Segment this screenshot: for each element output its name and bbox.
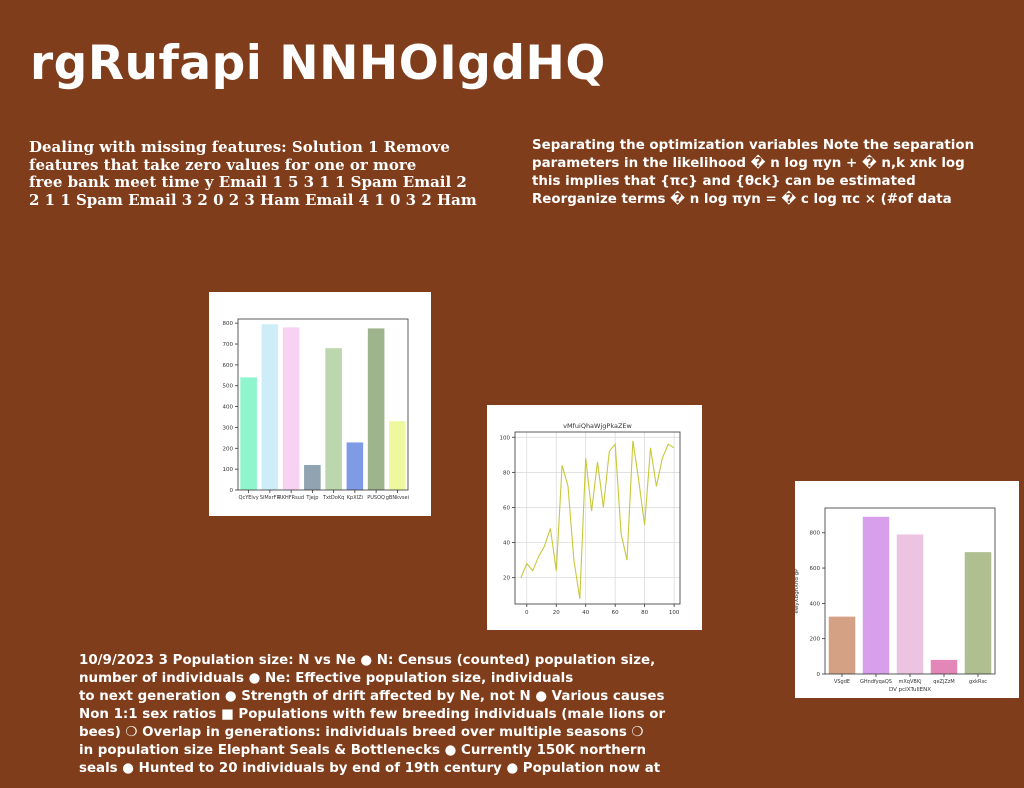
y-tick-label: 60: [503, 505, 510, 511]
slide-title: rgRufapi NNHOIgdHQ: [30, 36, 606, 91]
bar-chart-1-card: 0 100 200 300 400 500 600 700 800 QcYElvy SiMxrFR R…: [209, 292, 431, 516]
y-tick-label: 800: [810, 531, 821, 537]
x-tick-label: RKHFRsud: [278, 495, 304, 501]
plot-frame: [514, 431, 681, 605]
bar: [325, 348, 342, 490]
text-line: in population size Elephant Seals & Bott…: [79, 743, 647, 758]
text-line: seals ● Hunted to 20 individuals by end …: [79, 761, 661, 776]
x-tick-label: 20: [553, 610, 560, 616]
text-line: free bank meet time y Email 1 5 3 1 1 Sp…: [29, 173, 467, 191]
y-tick-label: 200: [223, 446, 234, 452]
y-tick-label: 0: [817, 672, 821, 678]
y-tick-label: 100: [500, 435, 511, 441]
x-tick-label: TxtDoKq: [322, 495, 344, 501]
text-line: features that take zero values for one o…: [29, 155, 417, 174]
y-tick-label: 400: [223, 405, 234, 411]
text-block-population-size: 10/9/2023 3 Population size: N vs Ne ● N…: [79, 652, 739, 778]
plot-frame: [824, 507, 996, 675]
x-tick-label: 0: [525, 610, 529, 616]
x-tick-label: Tjejp: [305, 495, 318, 501]
bar: [964, 552, 992, 674]
text-line: to next generation ● Strength of drift a…: [79, 689, 665, 704]
text-line: Dealing with missing features: Solution …: [29, 138, 450, 156]
bar: [304, 464, 321, 490]
bar: [862, 516, 890, 674]
x-tick-label: gBNkvsei: [386, 495, 409, 501]
bar: [240, 377, 257, 490]
x-tick-label: QcYElvy: [239, 495, 259, 501]
line-chart: 20 40 60 80 100 0 20 40 60 80 100 vMfuiQhaWjgPkaZEw: [500, 422, 681, 616]
y-tick-label: 800: [223, 321, 234, 327]
x-tick-label: 80: [641, 610, 648, 616]
bar-chart-1: 0 100 200 300 400 500 600 700 800 QcYElvy SiMxrFRR…: [223, 318, 409, 501]
bar: [896, 534, 924, 674]
y-tick-label: 100: [223, 467, 234, 473]
chart-title: vMfuiQhaWjgPkaZEw: [563, 422, 632, 430]
bar: [367, 328, 385, 490]
text-line: 2 1 1 Spam Email 3 2 0 2 3 Ham Email 4 1…: [29, 190, 477, 209]
bar: [930, 659, 958, 674]
text-line: bees) ❍ Overlap in generations: individu…: [79, 725, 644, 740]
y-tick-label: 80: [503, 470, 510, 476]
text-line: Separating the optimization variables No…: [532, 138, 975, 153]
text-block-optimization: Separating the optimization variables No…: [532, 137, 1022, 209]
x-tick-label: KpXIZi: [347, 495, 363, 501]
y-tick-label: 200: [810, 637, 821, 643]
y-tick-label: 0: [230, 488, 234, 494]
bar: [346, 442, 364, 490]
x-tick-label: mXqVBKj: [899, 679, 922, 685]
text-line: parameters in the likelihood � n log πyn…: [532, 156, 965, 171]
y-tick-label: 400: [810, 601, 821, 607]
bar: [261, 324, 279, 490]
x-tick-label: SiMxrFR: [260, 495, 281, 501]
x-tick-label: qeZjZzM: [933, 679, 954, 685]
y-tick-label: 300: [223, 425, 234, 431]
line-chart-card: 20 40 60 80 100 0 20 40 60 80 100 vMfuiQhaWjgPkaZEw: [487, 405, 702, 630]
x-tick-label: GHndfyqaQS: [860, 679, 892, 685]
x-tick-label: PUSOQ: [367, 495, 385, 501]
series-line: [520, 440, 675, 599]
text-block-missing-features: Dealing with missing features: Solution …: [29, 138, 499, 209]
bar: [389, 421, 406, 490]
x-tick-label: gxkRxc: [969, 679, 987, 685]
x-tick-label: 60: [612, 610, 619, 616]
text-line: this implies that {πc} and {θck} can be …: [532, 174, 916, 189]
y-axis-label: ewyXBghXhd gP: [795, 568, 800, 614]
x-tick-label: VSgdE: [834, 679, 850, 685]
bar: [282, 327, 300, 490]
x-tick-label: 40: [582, 610, 589, 616]
text-line: 10/9/2023 3 Population size: N vs Ne ● N…: [79, 653, 656, 668]
y-tick-label: 500: [223, 384, 234, 390]
bar-chart-2-card: 0 200 400 600 800 VSgdE GHndfyqaQS mXqVBKj qeZjZ…: [795, 481, 1019, 698]
x-axis-label: DV pcIXTuIlENX: [889, 687, 931, 693]
bar-chart-2: 0 200 400 600 800 VSgdE GHndfyqaQS mXqVBKj qeZjZ…: [795, 507, 996, 693]
bar: [828, 616, 856, 674]
y-tick-label: 40: [503, 541, 510, 547]
text-line: Reorganize terms � n log πyn = � c log π…: [532, 192, 952, 207]
y-tick-label: 20: [503, 576, 510, 582]
plot-frame: [237, 318, 409, 491]
text-line: Non 1:1 sex ratios ■ Populations with fe…: [79, 707, 666, 722]
x-tick-label: 100: [669, 610, 680, 616]
y-tick-label: 700: [223, 342, 234, 348]
text-line: number of individuals ● Ne: Effective po…: [79, 671, 574, 686]
y-tick-label: 600: [810, 566, 821, 572]
y-tick-label: 600: [223, 363, 234, 369]
